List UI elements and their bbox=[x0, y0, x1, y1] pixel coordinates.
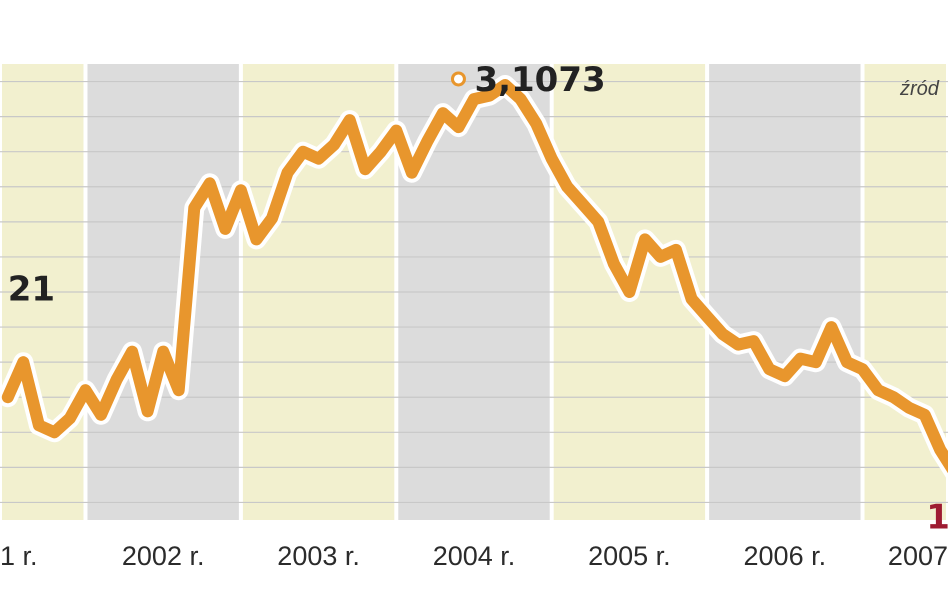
x-tick-label: 2002 r. bbox=[122, 541, 205, 571]
max-point-marker bbox=[450, 71, 466, 87]
x-tick-label: 2005 r. bbox=[588, 541, 671, 571]
annotation-label: 1, bbox=[926, 497, 948, 537]
series-line bbox=[1, 79, 948, 474]
rate-series bbox=[0, 75, 948, 481]
x-tick-label: 2003 r. bbox=[277, 541, 360, 571]
x-tick-label: 2004 r. bbox=[433, 541, 516, 571]
x-axis: 1 r. 2002 r. 2003 r. 2004 r. 2005 r. 2006 r. 2… bbox=[0, 541, 948, 571]
gridlines bbox=[0, 80, 948, 504]
annotation-label: 3,1073 bbox=[474, 60, 605, 100]
x-tick-label: 2006 r. bbox=[744, 541, 827, 571]
x-tick-label: 2007 bbox=[888, 541, 948, 571]
source-label: źród bbox=[899, 78, 940, 100]
x-tick-label: 1 r. bbox=[0, 541, 38, 571]
value-annotations: 21 3,1073 1, bbox=[8, 60, 948, 538]
annotation-label: 21 bbox=[8, 269, 55, 309]
